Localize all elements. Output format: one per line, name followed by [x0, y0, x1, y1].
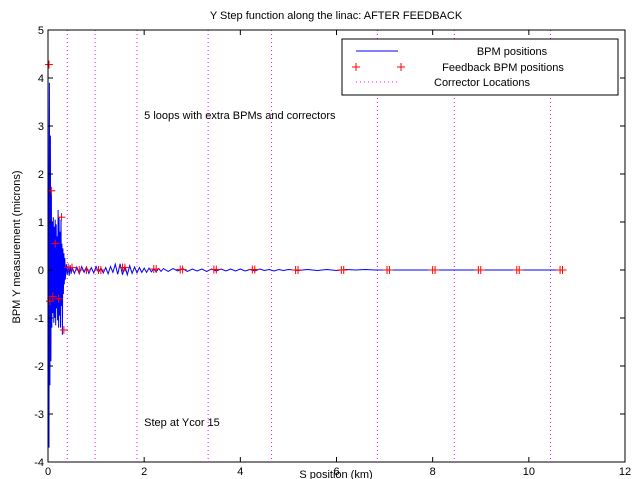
feedback-marker: [68, 263, 77, 272]
corrector-lines-layer: [66, 30, 551, 462]
x-tick-label: 6: [333, 466, 339, 478]
feedback-marker: [294, 266, 303, 274]
y-tick-label: -4: [34, 457, 44, 469]
x-tick-label: 8: [430, 466, 436, 478]
feedback-marker: [75, 266, 84, 274]
y-tick-label: 5: [38, 25, 44, 37]
feedback-marker: [47, 186, 56, 195]
y-tick-label: 1: [38, 217, 44, 229]
y-tick-label: -2: [34, 361, 44, 373]
feedback-marker: [212, 265, 221, 274]
y-tick-label: 0: [38, 265, 44, 277]
feedback-marker: [57, 213, 66, 222]
bpm-line-layer: [47, 65, 563, 448]
feedback-marker: [54, 294, 63, 303]
y-tick-label: 4: [38, 73, 44, 85]
legend-swatch-feedback: [352, 63, 405, 71]
legend-label-bpm: BPM positions: [477, 46, 548, 58]
bpm-series-line: [47, 65, 563, 448]
legend-box: [341, 38, 619, 96]
plot-area: [48, 30, 625, 462]
feedback-marker: [48, 292, 57, 301]
x-tick-label: 12: [619, 466, 631, 478]
feedback-marker: [515, 266, 524, 274]
legend-label-corrector: Corrector Locations: [434, 77, 530, 89]
x-tick-label: 0: [45, 466, 51, 478]
feedback-marker: [558, 266, 567, 274]
feedback-marker: [51, 239, 60, 248]
y-axis-label: BPM Y measurement (microns): [11, 170, 23, 323]
feedback-marker: [120, 263, 129, 272]
y-tick-label: 3: [38, 121, 44, 133]
feedback-marker: [44, 60, 53, 69]
annotation-loops: 5 loops with extra BPMs and correctors: [144, 110, 336, 122]
legend: BPM positions Feedback BPM positions Cor…: [341, 38, 619, 96]
y-tick-label: 2: [38, 169, 44, 181]
feedback-marker: [96, 266, 105, 274]
feedback-marker: [476, 266, 485, 274]
feedback-marker: [45, 297, 54, 306]
feedback-marker: [385, 266, 394, 274]
annotation-step: Step at Ycor 15: [144, 417, 220, 429]
feedback-marker: [431, 266, 440, 274]
y-tick-label: -1: [34, 313, 44, 325]
y-tick-label: -3: [34, 409, 44, 421]
feedback-markers-layer: [44, 60, 567, 334]
feedback-marker: [178, 265, 187, 274]
legend-label-feedback: Feedback BPM positions: [442, 62, 564, 74]
feedback-marker: [339, 266, 348, 274]
x-tick-label: 2: [141, 466, 147, 478]
feedback-marker: [59, 326, 68, 334]
feedback-marker: [152, 265, 161, 274]
x-axis-label: S position (km): [299, 469, 372, 479]
feedback-marker: [82, 266, 91, 274]
chart-title: Y Step function along the linac: AFTER F…: [210, 10, 463, 22]
x-tick-label: 4: [237, 466, 243, 478]
x-tick-label: 10: [523, 466, 535, 478]
feedback-marker: [250, 265, 259, 274]
